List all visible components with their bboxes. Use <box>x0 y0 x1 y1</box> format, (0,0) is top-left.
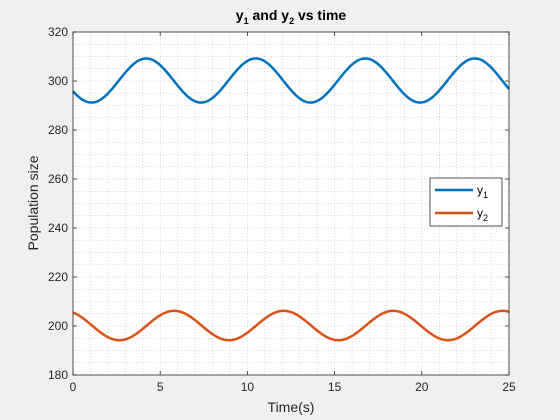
y-axis-label: Population size <box>25 155 41 250</box>
x-tick-label: 20 <box>415 380 429 394</box>
ticks: 0 5 10 15 20 25 180 200 220 240 260 280 300 320 <box>48 25 516 394</box>
legend-label-y1: y1 <box>477 183 488 200</box>
x-tick-label: 25 <box>502 380 516 394</box>
x-tick-label: 5 <box>157 380 164 394</box>
y-tick-label: 300 <box>48 74 68 88</box>
x-tick-label: 10 <box>241 380 255 394</box>
y-tick-label: 280 <box>48 123 68 137</box>
y-tick-label: 320 <box>48 25 68 39</box>
grid <box>73 32 509 375</box>
x-axis-label: Time(s) <box>268 399 315 415</box>
series-line-y2 <box>72 309 510 342</box>
chart-title: y1 and y2 vs time <box>236 7 347 26</box>
y-tick-label: 180 <box>48 368 68 382</box>
y-tick-label: 240 <box>48 221 68 235</box>
series-line-y1 <box>72 57 510 104</box>
y-tick-label: 200 <box>48 319 68 333</box>
axes-box <box>72 31 510 376</box>
y-tick-label: 220 <box>48 270 68 284</box>
x-tick-label: 0 <box>70 380 77 394</box>
y-tick-label: 260 <box>48 172 68 186</box>
legend-box <box>429 177 503 227</box>
legend-label-y2: y2 <box>477 206 488 223</box>
legend: y1 y2 <box>429 177 503 227</box>
x-tick-label: 15 <box>328 380 342 394</box>
series-group <box>72 57 510 342</box>
